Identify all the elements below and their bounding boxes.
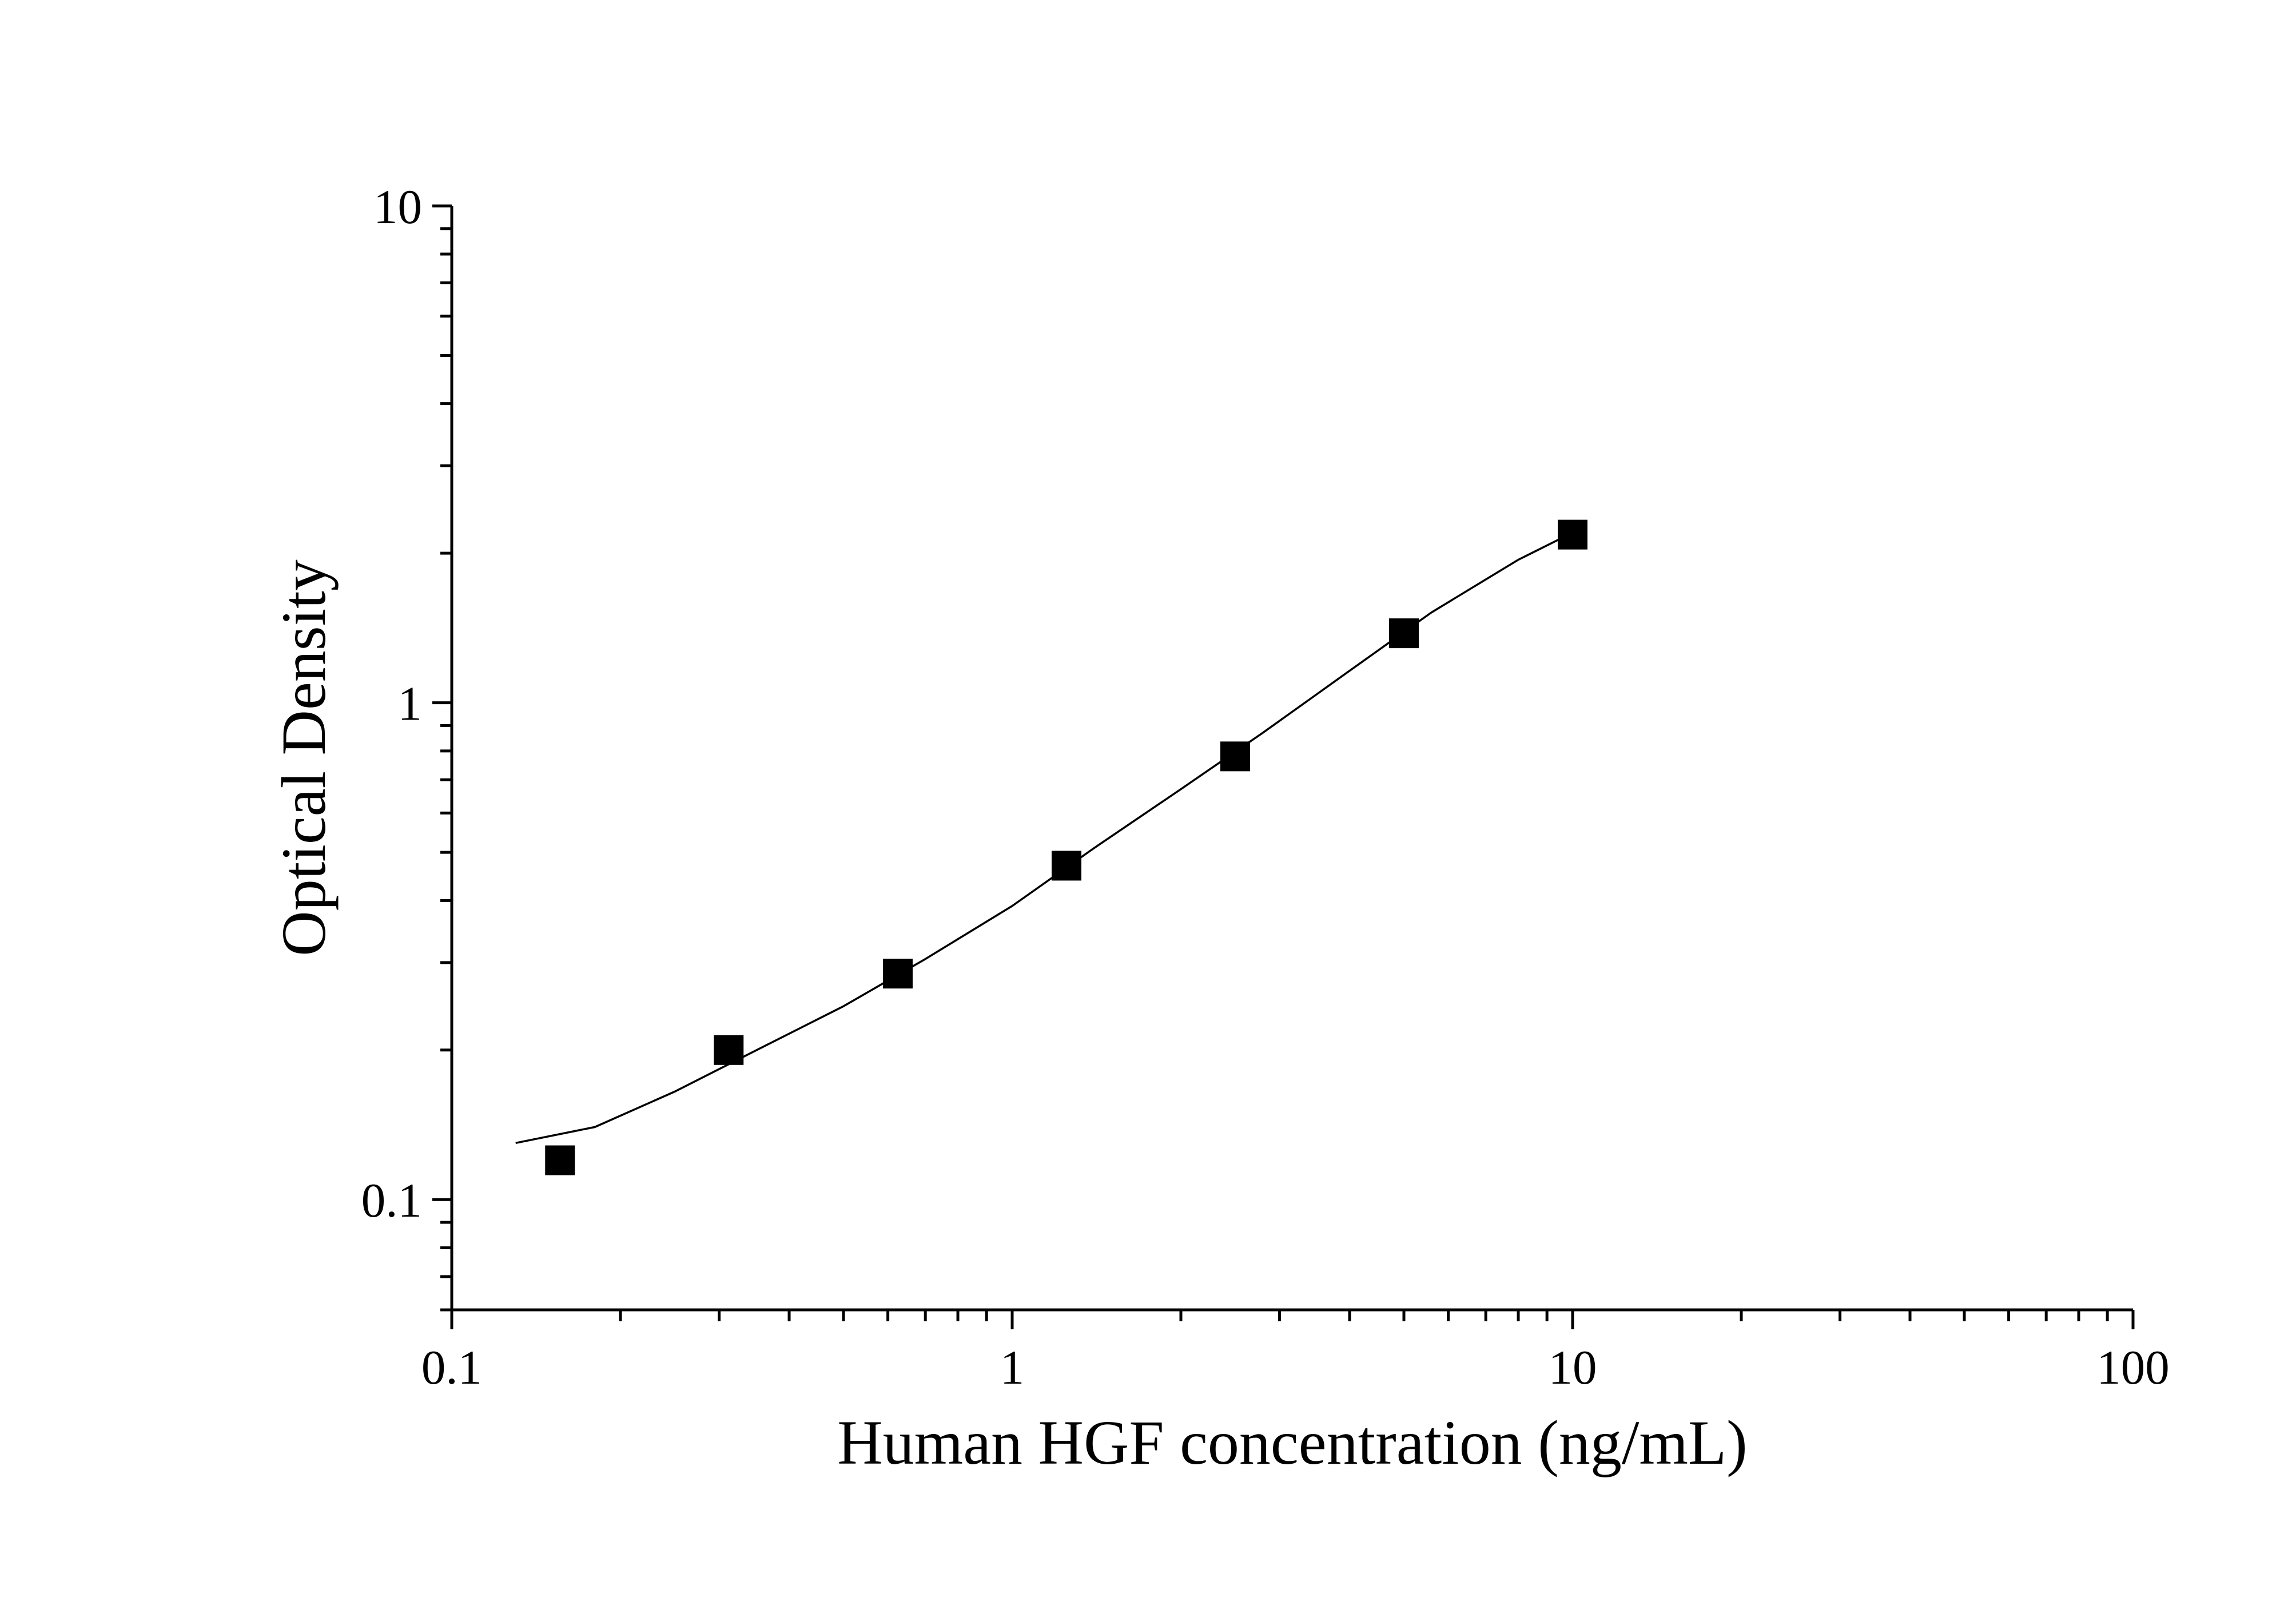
x-tick-label: 1: [1000, 1341, 1025, 1395]
data-marker: [1558, 520, 1587, 550]
y-tick-label: 1: [398, 677, 423, 730]
x-tick-label: 0.1: [421, 1341, 482, 1395]
data-marker: [883, 959, 913, 988]
y-axis-label: Optical Density: [269, 559, 339, 956]
chart-background: [0, 0, 2296, 1605]
data-marker: [545, 1146, 575, 1175]
data-marker: [714, 1035, 743, 1065]
data-marker: [1052, 851, 1081, 880]
x-tick-label: 100: [2096, 1341, 2170, 1395]
data-marker: [1220, 741, 1250, 771]
chart-container: 0.1 1 10 100 0.1 1 10 Human HGF concentration (…: [0, 0, 2296, 1605]
x-axis-label: Human HGF concentration (ng/mL): [837, 1408, 1748, 1477]
x-tick-label: 10: [1549, 1341, 1597, 1395]
chart-svg: 0.1 1 10 100 0.1 1 10 Human HGF concentration (…: [0, 0, 2296, 1605]
y-tick-label: 10: [373, 180, 422, 234]
y-tick-label: 0.1: [361, 1174, 422, 1227]
data-marker: [1389, 618, 1419, 648]
